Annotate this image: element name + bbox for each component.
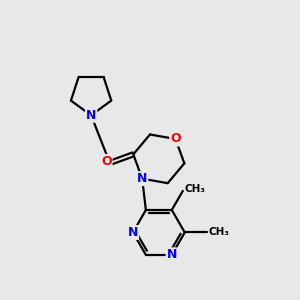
Text: CH₃: CH₃ (184, 184, 205, 194)
Text: O: O (170, 133, 181, 146)
Text: N: N (128, 226, 138, 239)
Text: N: N (167, 248, 177, 261)
Text: CH₃: CH₃ (208, 227, 229, 237)
Text: O: O (101, 155, 112, 168)
Text: N: N (86, 109, 96, 122)
Text: N: N (137, 172, 147, 185)
